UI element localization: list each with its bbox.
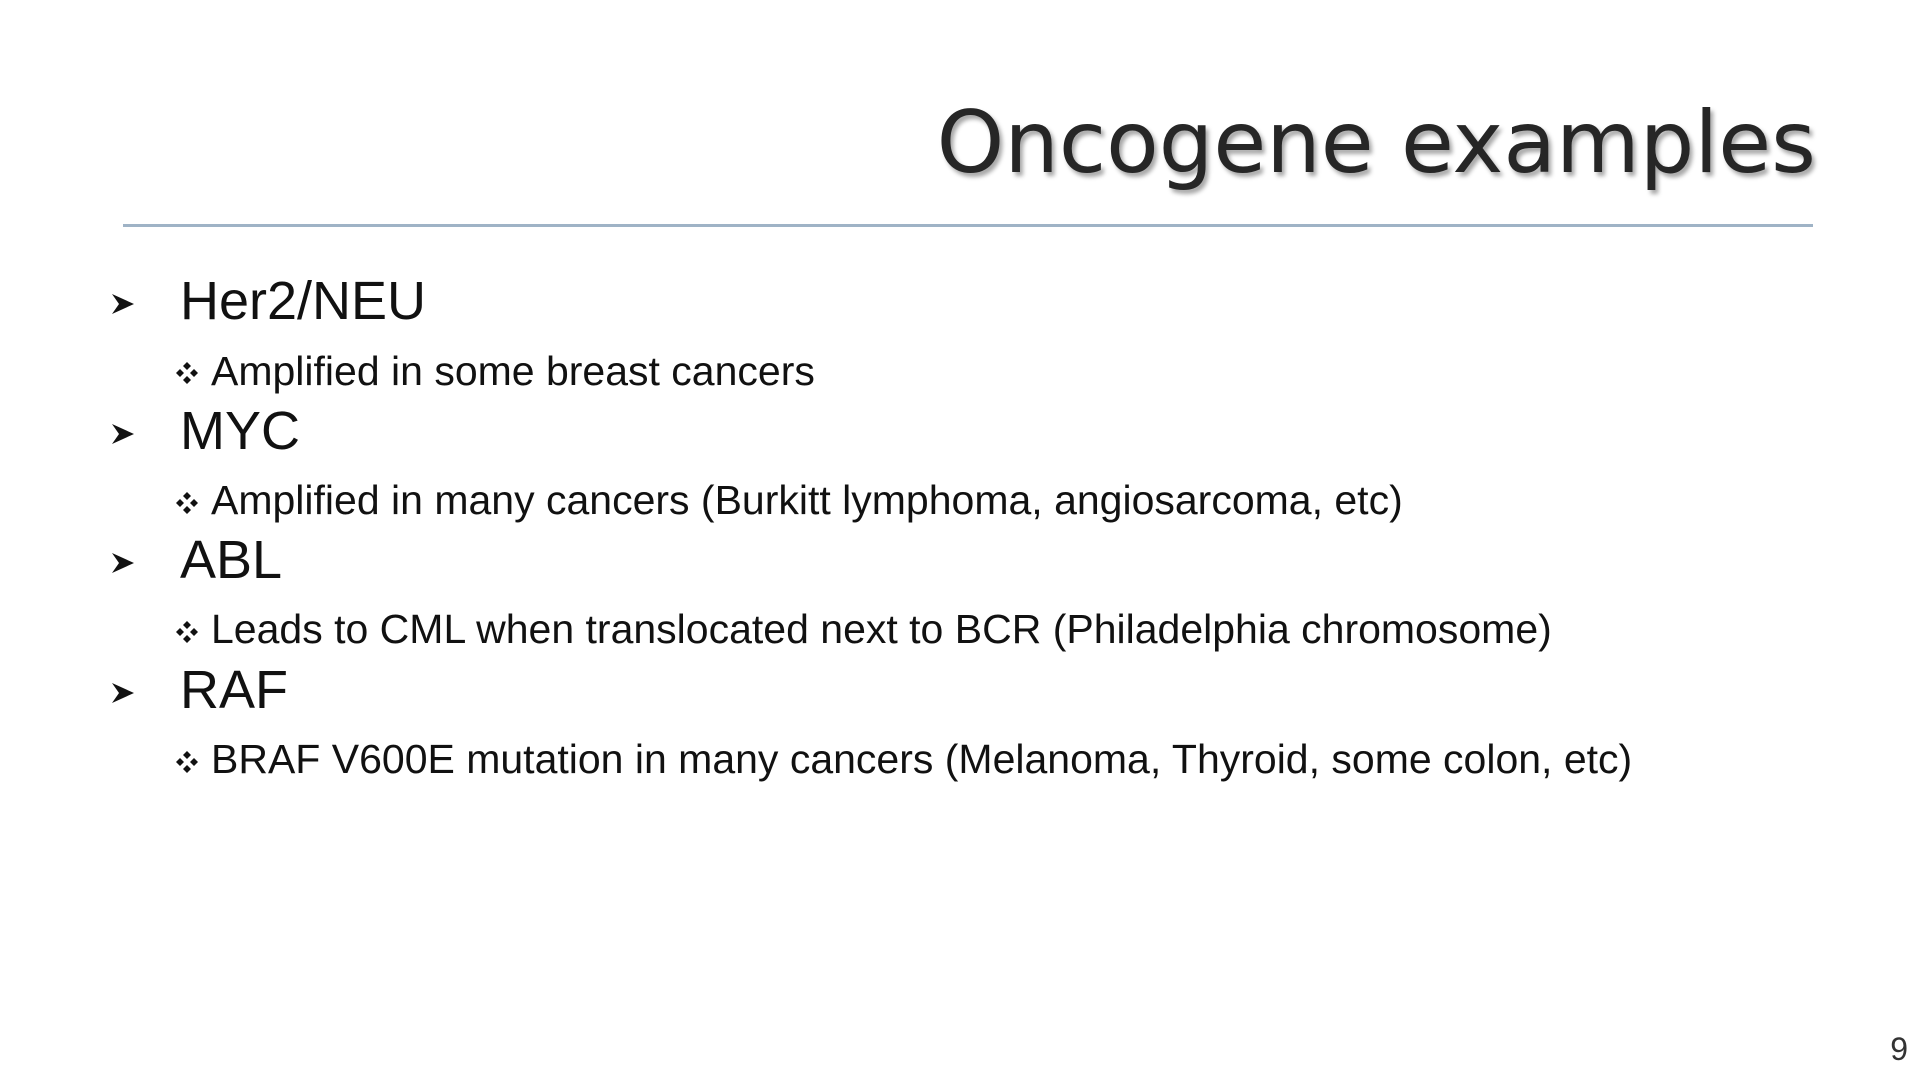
bullet-heading: ABL [180, 530, 283, 590]
bullet-heading: Her2/NEU [180, 271, 427, 331]
bullet-detail: Amplified in many cancers (Burkitt lymph… [211, 477, 1403, 523]
four-diamond-bullet-icon [176, 751, 198, 773]
title-divider [123, 224, 1813, 227]
bullet-heading: MYC [180, 401, 300, 461]
bullet-detail: Leads to CML when translocated next to B… [211, 606, 1552, 652]
arrowhead-bullet-icon [112, 553, 134, 573]
arrowhead-bullet-icon [112, 424, 134, 444]
four-diamond-bullet-icon [176, 362, 198, 384]
arrowhead-bullet-icon [112, 683, 134, 703]
arrowhead-bullet-icon [112, 294, 134, 314]
four-diamond-bullet-icon [176, 492, 198, 514]
four-diamond-bullet-icon [176, 621, 198, 643]
bullet-detail: Amplified in some breast cancers [211, 348, 815, 394]
slide-title: Oncogene examples [936, 93, 1816, 193]
bullet-heading: RAF [180, 660, 288, 720]
page-number: 9 [1890, 1031, 1908, 1067]
bullet-detail: BRAF V600E mutation in many cancers (Mel… [211, 736, 1633, 782]
